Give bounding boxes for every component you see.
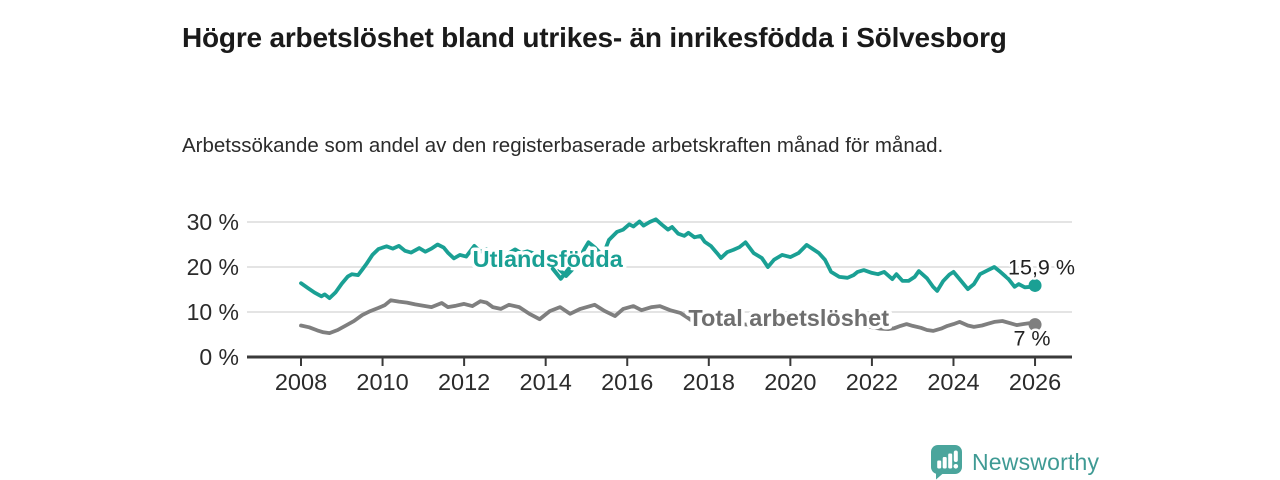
series-end-value-label: 15,9 % [1008,255,1075,279]
x-axis-tick-label: 2020 [764,369,816,395]
page-title: Högre arbetslöshet bland utrikes- än inr… [182,21,1007,53]
series-label-total: Total arbetslöshet [688,305,889,331]
series-end-dot [1028,318,1042,332]
x-axis-tick-label: 2012 [438,369,490,395]
x-axis-tick-label: 2026 [1009,369,1061,395]
chart-subtitle: Arbetssökande som andel av den registerb… [182,133,944,157]
y-axis-tick-label: 30 % [187,209,239,235]
x-axis-tick-label: 2008 [275,369,327,395]
brand-name: Newsworthy [972,448,1100,475]
series-line-utlandsfodda [299,217,1037,301]
y-axis-tick-label: 10 % [187,299,239,325]
x-axis-tick-label: 2016 [601,369,653,395]
x-axis-tick-label: 2018 [683,369,735,395]
series-label-arrow-icon [550,266,571,281]
series-line-total [299,298,1037,336]
y-axis-tick-label: 20 % [187,254,239,280]
x-axis-tick-label: 2024 [927,369,979,395]
y-axis-tick-label: 0 % [199,344,239,370]
series-label-utlandsfodda: Utlandsfödda [473,246,624,272]
series-end-dot [1028,278,1042,292]
x-axis-tick-label: 2022 [846,369,898,395]
series-end-value-label: 7 % [1014,327,1051,351]
x-axis-tick-label: 2010 [356,369,408,395]
newsworthy-brand: Newsworthy [930,444,1099,480]
x-axis-tick-label: 2014 [520,369,572,395]
newsworthy-logo-icon [931,445,962,480]
